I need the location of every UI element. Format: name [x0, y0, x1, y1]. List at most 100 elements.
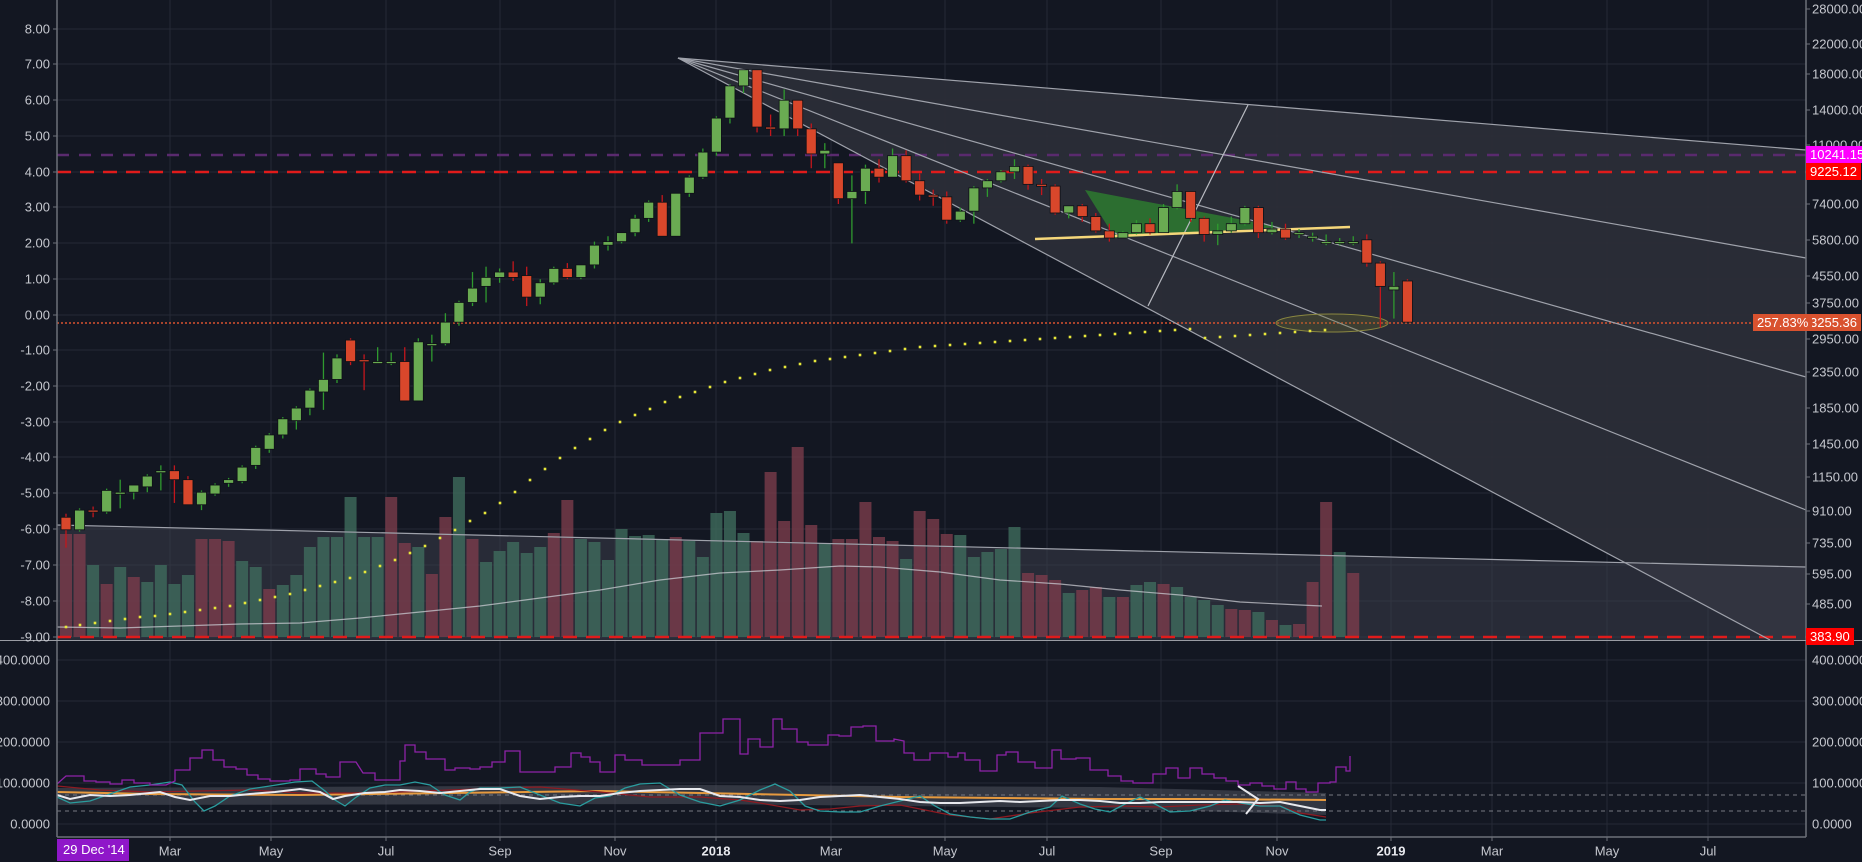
candle-body: [792, 99, 804, 130]
diagonal-trend-line[interactable]: [1147, 104, 1249, 307]
left-axis-tick-label: -3.00: [20, 415, 50, 430]
volume-bar: [805, 525, 818, 637]
dot-marker: [738, 376, 742, 380]
time-axis-tick-label: Mar: [159, 844, 182, 859]
left-axis-tick-label: 1.00: [25, 272, 50, 287]
left-axis-bg: [0, 0, 57, 862]
trend-drawings[interactable]: [56, 57, 1807, 641]
candle-body: [900, 155, 912, 182]
candle-body: [1063, 205, 1075, 214]
dot-marker: [978, 341, 982, 345]
support-trend-line[interactable]: [1034, 225, 1351, 241]
dot-marker: [693, 390, 697, 394]
volume-bar: [778, 521, 791, 637]
left-axis-tick-label: -1.00: [20, 343, 50, 358]
volume-bar: [87, 565, 100, 637]
dot-marker: [813, 359, 817, 363]
volume-bar: [236, 561, 249, 637]
dot-marker: [78, 623, 82, 627]
volume-bar: [181, 575, 194, 637]
candle-body: [832, 162, 844, 200]
right-axis-tick-label: 735.00: [1812, 536, 1852, 551]
time-axis-tick-label: 2018: [702, 844, 731, 859]
dot-marker: [1173, 328, 1177, 332]
dot-marker: [1023, 338, 1027, 342]
gann-fan-ray[interactable]: [677, 57, 1771, 641]
gann-fan-ray[interactable]: [677, 57, 1807, 511]
volume-moving-average: [56, 565, 1323, 629]
highlight-ellipse[interactable]: [1275, 313, 1389, 333]
osc-right-tick-label: 0.0000: [1812, 817, 1852, 832]
candle-body: [1334, 241, 1346, 245]
volume-bar: [615, 529, 628, 637]
dot-marker: [513, 490, 517, 494]
candle-body: [223, 479, 235, 484]
right-axis-tick-label: 3750.00: [1812, 296, 1859, 311]
dot-marker: [123, 617, 127, 621]
dot-marker: [1323, 328, 1327, 332]
dot-marker: [903, 347, 907, 351]
dot-marker: [333, 580, 337, 584]
dot-marker: [318, 584, 322, 588]
dot-marker: [1038, 337, 1042, 341]
channel-top-line[interactable]: [56, 524, 1807, 568]
volume-bar: [1049, 580, 1062, 637]
osc-left-tick-label: 400.0000: [0, 653, 50, 668]
price-badge: 10241.15: [1806, 146, 1862, 163]
dot-marker: [1128, 331, 1132, 335]
volume-bar: [168, 584, 181, 637]
time-axis-tick-label: Nov: [603, 844, 627, 859]
left-axis-tick-label: -7.00: [20, 558, 50, 573]
candle-body: [263, 434, 275, 450]
volume-bar: [385, 497, 398, 637]
volume-bar: [1022, 573, 1035, 637]
candle-body: [914, 180, 926, 196]
candle-body: [1117, 232, 1129, 239]
volume-bar: [331, 537, 343, 637]
osc-left-tick-label: 100.0000: [0, 776, 50, 791]
volume-bar: [642, 535, 655, 637]
dot-marker: [168, 612, 172, 616]
volume-bar: [913, 511, 926, 637]
dot-marker: [723, 380, 727, 384]
dot-marker: [1308, 329, 1312, 333]
candle-body: [968, 187, 980, 212]
yellow-dotted-series: [64, 327, 1327, 629]
volume-bar: [1320, 502, 1333, 637]
volume-bar: [547, 533, 560, 637]
percent-change-badge: 257.83%: [1753, 314, 1813, 331]
volume-bar: [1089, 587, 1102, 637]
candle-body: [372, 361, 384, 364]
candle-body: [1388, 285, 1400, 291]
dot-marker: [378, 564, 382, 568]
dot-marker: [1158, 329, 1162, 333]
dot-marker: [663, 400, 667, 404]
gann-fan-ray[interactable]: [677, 57, 1807, 259]
candle-body: [995, 171, 1007, 182]
volume-bar: [669, 537, 682, 637]
dot-marker: [1008, 339, 1012, 343]
candle-body: [873, 167, 885, 178]
volume-bar: [1157, 584, 1170, 637]
candle-body: [778, 99, 790, 130]
candle-body: [74, 509, 85, 531]
candle-body: [670, 192, 682, 237]
candle-body: [1076, 205, 1088, 217]
gann-fan-ray[interactable]: [677, 57, 1807, 151]
right-axis-tick-label: 28000.00: [1812, 2, 1862, 17]
volume-bar: [303, 547, 316, 637]
volume-bar: [737, 533, 750, 637]
right-axis-tick-label: 4550.00: [1812, 269, 1859, 284]
volume-bar: [588, 542, 601, 637]
candle-body: [155, 470, 167, 474]
dot-marker: [528, 478, 532, 482]
right-axis-tick-label: 7400.00: [1812, 197, 1859, 212]
dot-marker: [393, 558, 397, 562]
candle-body: [412, 341, 424, 402]
dot-marker: [64, 625, 68, 629]
right-axis-tick-label: 1450.00: [1812, 437, 1859, 452]
dot-marker: [213, 606, 217, 610]
dot-marker: [258, 598, 262, 602]
